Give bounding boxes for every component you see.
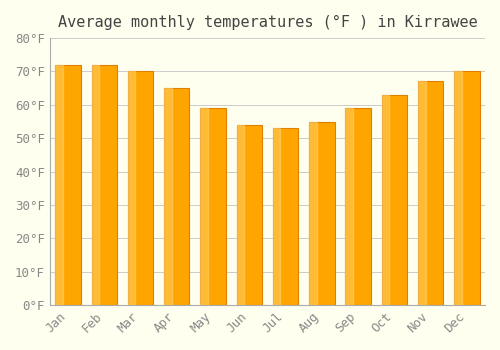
- Bar: [128, 71, 153, 305]
- Bar: [382, 95, 390, 305]
- Bar: [92, 65, 117, 305]
- Bar: [92, 65, 99, 305]
- Bar: [309, 121, 334, 305]
- Bar: [200, 108, 208, 305]
- Bar: [236, 125, 262, 305]
- Bar: [273, 128, 298, 305]
- Title: Average monthly temperatures (°F ) in Kirrawee: Average monthly temperatures (°F ) in Ki…: [58, 15, 478, 30]
- Bar: [454, 71, 462, 305]
- Bar: [128, 71, 136, 305]
- Bar: [418, 82, 444, 305]
- Bar: [236, 125, 244, 305]
- Bar: [200, 108, 226, 305]
- Bar: [164, 88, 190, 305]
- Bar: [382, 95, 407, 305]
- Bar: [56, 65, 63, 305]
- Bar: [346, 108, 353, 305]
- Bar: [164, 88, 172, 305]
- Bar: [273, 128, 280, 305]
- Bar: [346, 108, 371, 305]
- Bar: [418, 82, 426, 305]
- Bar: [309, 121, 316, 305]
- Bar: [56, 65, 80, 305]
- Bar: [454, 71, 479, 305]
